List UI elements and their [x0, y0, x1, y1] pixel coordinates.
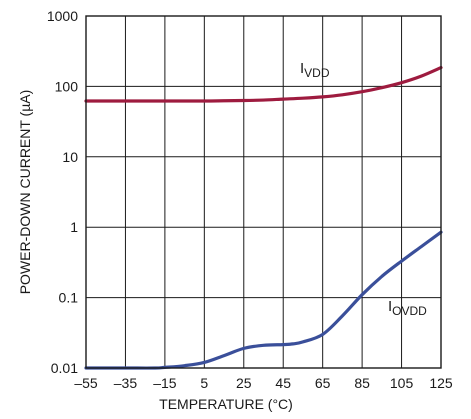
x-tick-label: –55 — [74, 375, 98, 391]
x-axis-label: TEMPERATURE (°C) — [159, 396, 293, 412]
y-tick-label: 100 — [55, 78, 79, 94]
y-tick-label: 1000 — [47, 8, 78, 24]
series-line-ivdd — [84, 65, 443, 103]
x-tick-label: –15 — [153, 375, 177, 391]
x-tick-label: 125 — [429, 375, 453, 391]
y-axis-label: POWER-DOWN CURRENT (µA) — [17, 90, 33, 295]
plot-frame — [85, 15, 442, 369]
tick-labels: –55 –35 –15 5 25 45 65 85 105 125 0.01 0.1 1 10 100 100… — [47, 8, 453, 391]
x-tick-label: 105 — [390, 375, 414, 391]
y-tick-label: 1 — [70, 219, 78, 235]
series-label-ivdd: IVDD — [300, 60, 330, 80]
x-tick-label: 85 — [354, 375, 370, 391]
grid — [85, 15, 442, 369]
x-tick-label: 5 — [200, 375, 208, 391]
x-tick-label: 25 — [236, 375, 252, 391]
y-tick-label: 10 — [62, 149, 78, 165]
x-tick-label: 65 — [315, 375, 331, 391]
series-group — [84, 65, 443, 370]
axes — [85, 15, 442, 369]
y-tick-label: 0.01 — [51, 360, 78, 376]
series-label-iovdd: IOVDD — [388, 298, 427, 318]
y-tick-label: 0.1 — [59, 290, 79, 306]
x-tick-label: 45 — [275, 375, 291, 391]
x-tick-label: –35 — [114, 375, 138, 391]
